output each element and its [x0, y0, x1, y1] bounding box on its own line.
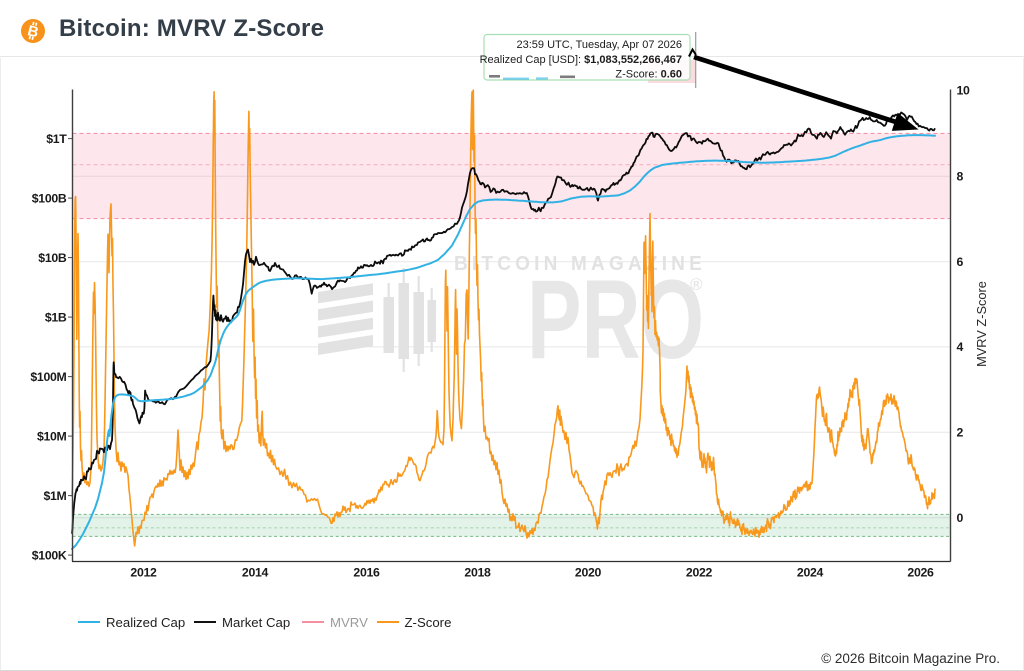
- svg-text:$100B: $100B: [32, 191, 67, 205]
- svg-text:$1T: $1T: [46, 132, 67, 146]
- svg-text:2012: 2012: [130, 565, 157, 579]
- svg-text:2016: 2016: [353, 565, 380, 579]
- svg-text:8: 8: [957, 170, 964, 184]
- svg-text:6: 6: [957, 255, 964, 269]
- svg-text:2020: 2020: [575, 565, 602, 579]
- svg-text:0: 0: [957, 511, 964, 525]
- svg-text:$10M: $10M: [37, 429, 67, 443]
- svg-text:Realized Cap [USD]: $1,083,552: Realized Cap [USD]: $1,083,552,266,467: [480, 54, 682, 66]
- svg-text:$10B: $10B: [38, 251, 67, 265]
- svg-text:2018: 2018: [464, 565, 491, 579]
- svg-text:10: 10: [957, 84, 971, 98]
- svg-text:2026: 2026: [907, 565, 934, 579]
- svg-text:$1B: $1B: [45, 310, 67, 324]
- svg-text:Z-Score: 0.60: Z-Score: 0.60: [615, 68, 682, 80]
- svg-text:BITCOIN MAGAZINE: BITCOIN MAGAZINE: [454, 252, 706, 275]
- svg-text:23:59 UTC, Tuesday, Apr 07 202: 23:59 UTC, Tuesday, Apr 07 2026: [516, 39, 682, 51]
- svg-text:B: B: [25, 23, 40, 41]
- svg-text:MVRV Z-Score: MVRV Z-Score: [974, 281, 989, 367]
- svg-text:2014: 2014: [242, 565, 269, 579]
- svg-text:2024: 2024: [797, 565, 824, 579]
- svg-text:$1M: $1M: [43, 489, 66, 503]
- svg-text:2: 2: [957, 426, 964, 440]
- svg-text:2022: 2022: [686, 565, 713, 579]
- svg-text:4: 4: [957, 340, 964, 354]
- svg-text:®: ®: [690, 275, 703, 294]
- svg-text:PRO: PRO: [527, 257, 704, 382]
- svg-text:$100K: $100K: [32, 548, 67, 562]
- svg-text:$100M: $100M: [30, 370, 66, 384]
